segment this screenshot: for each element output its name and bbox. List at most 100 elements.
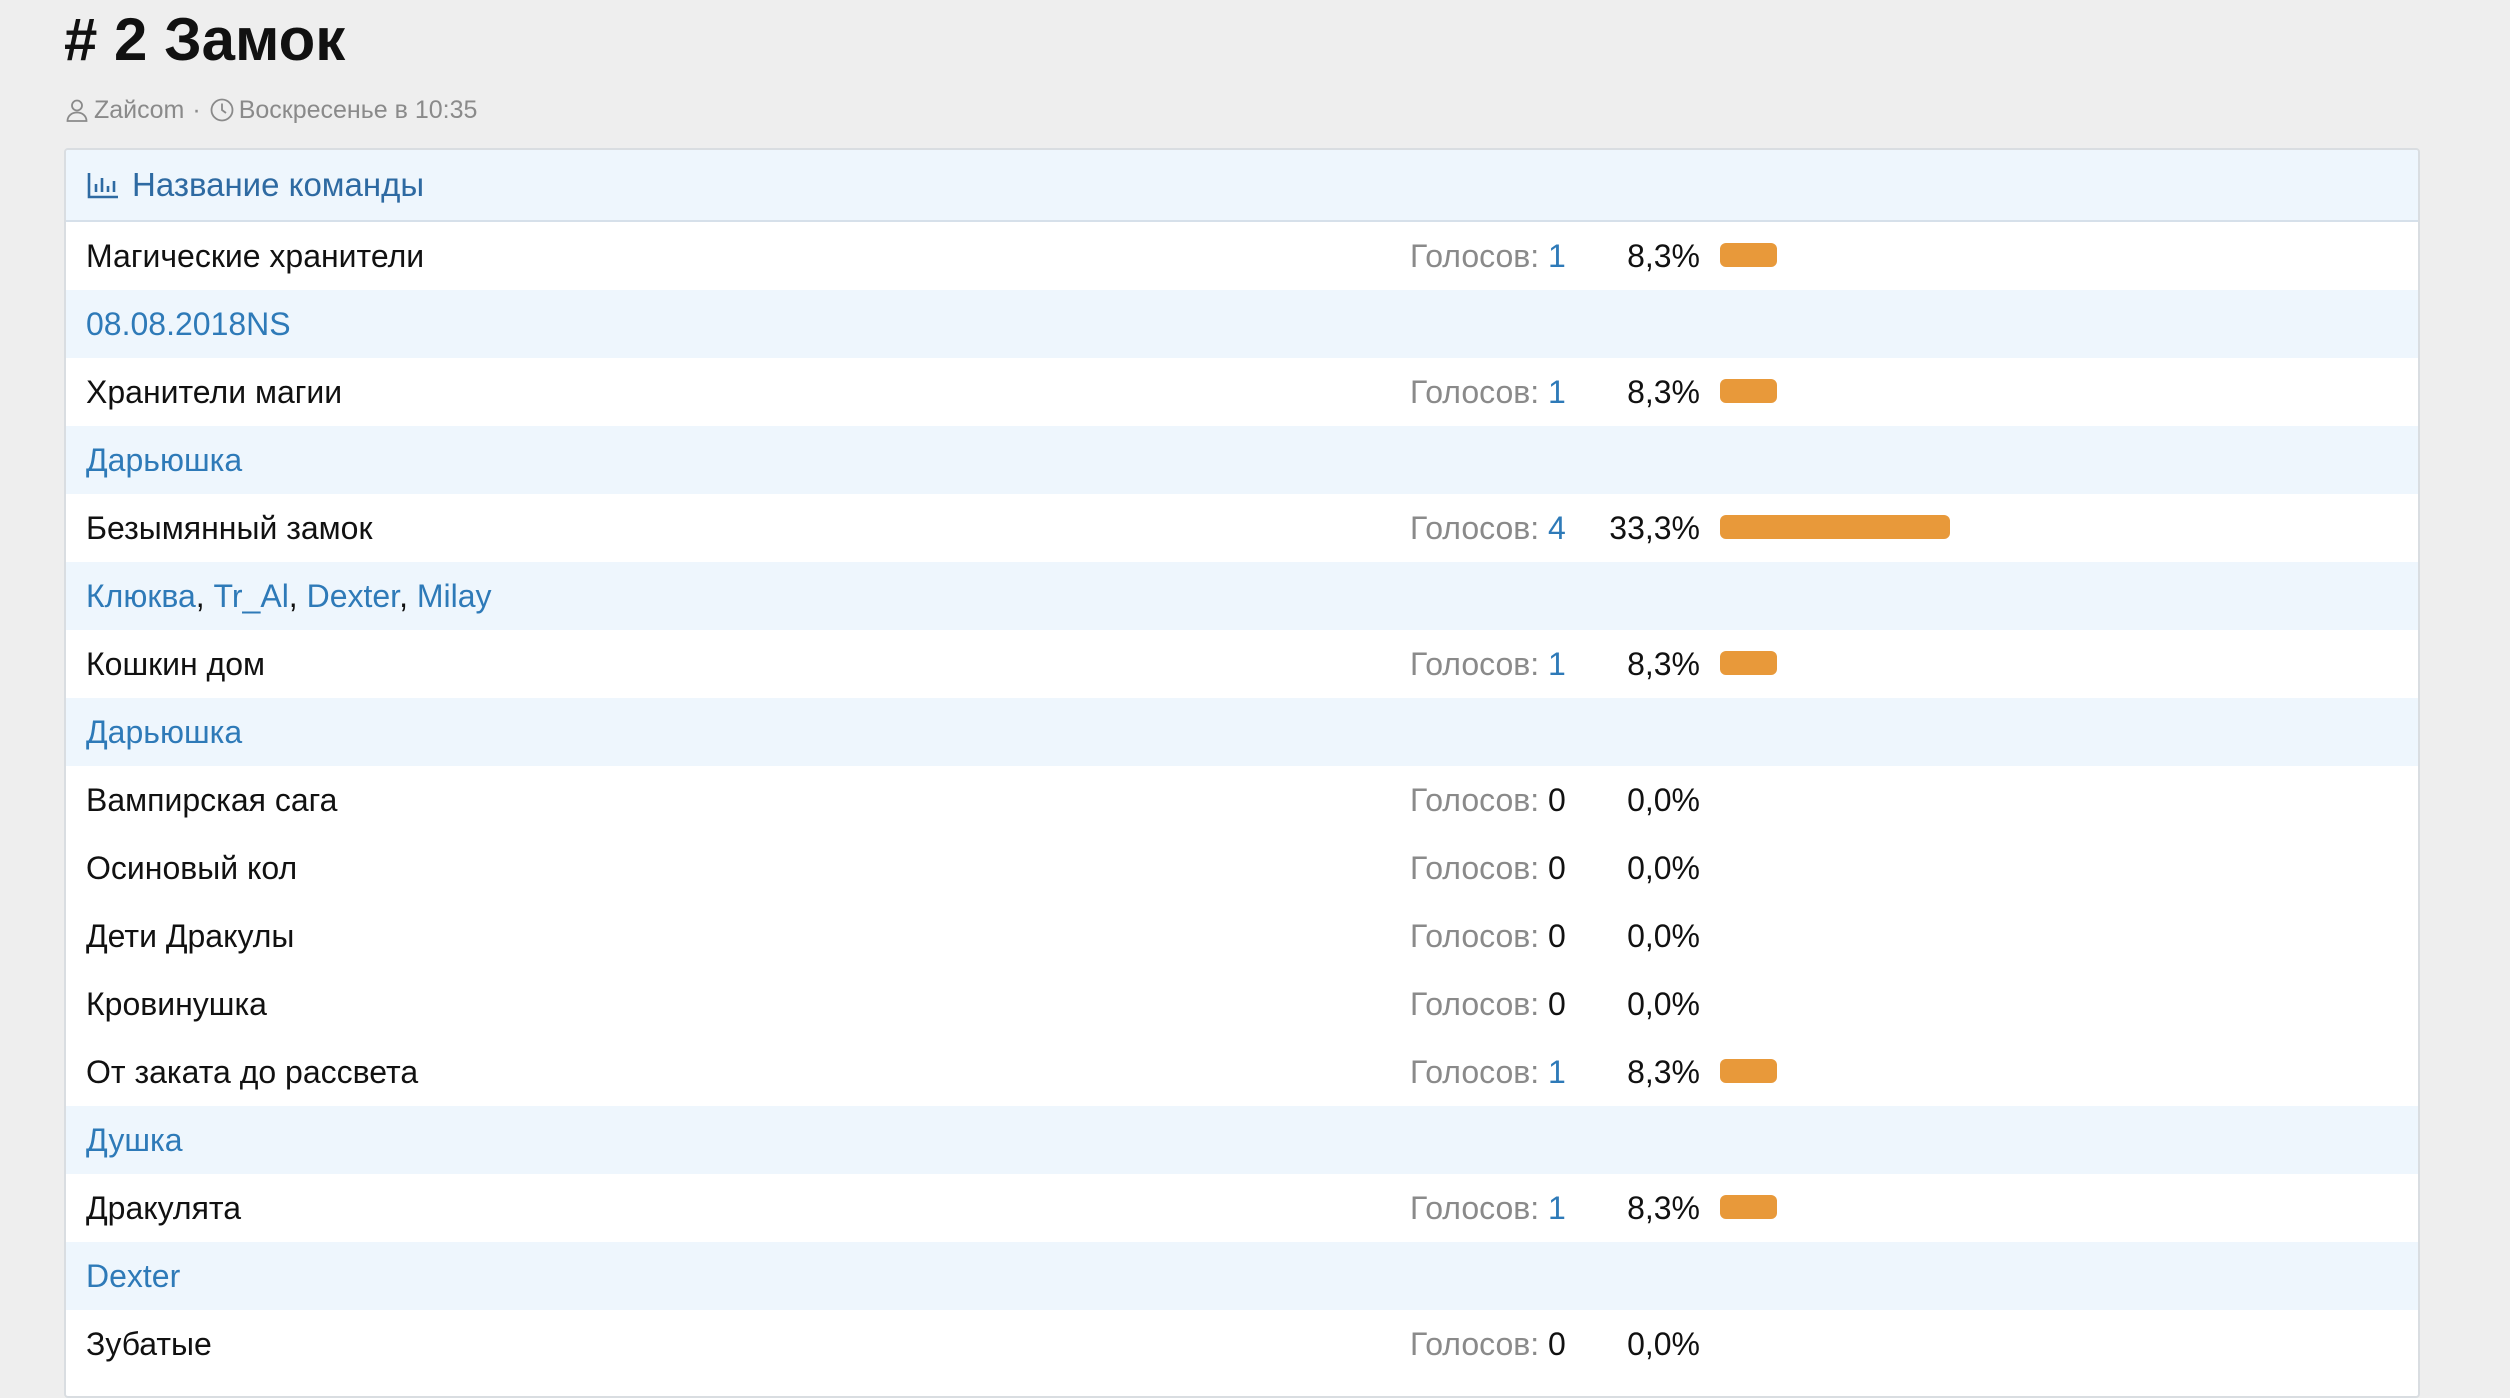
votes-label: Голосов: [1410,918,1549,954]
vote-number: 0 [1548,1326,1566,1362]
vote-count: Голосов: 1 [1410,358,1566,426]
poll-option-row: Кровинушка Голосов: 0 0,0% [66,970,2418,1038]
poll-results: Магические хранители Голосов: 1 8,3% 08.08.… [66,222,2418,1378]
voter-link[interactable]: Tr_Al [213,578,289,614]
voters-row: Клюква, Tr_Al, Dexter, Milay [66,562,2418,630]
vote-number[interactable]: 1 [1548,374,1566,410]
vote-bar [1720,651,1777,675]
poll-question: Название команды [132,166,425,203]
poll-option-row: Безымянный замок Голосов: 4 33,3% [66,494,2418,562]
vote-count: Голосов: 0 [1410,1310,1566,1378]
vote-count: Голосов: 4 [1410,494,1566,562]
option-label: Дети Дракулы [86,918,295,954]
vote-count: Голосов: 1 [1410,1038,1566,1106]
poll-option-row: Зубатые Голосов: 0 0,0% [66,1310,2418,1378]
meta-separator: · [192,96,201,124]
voter-list: Dexter [86,1242,180,1310]
votes-label: Голосов: [1410,1054,1549,1090]
vote-number: 0 [1548,782,1566,818]
voter-link[interactable]: Dexter [306,578,400,614]
votes-label: Голосов: [1410,986,1549,1022]
author-link[interactable]: Zaйcom [94,96,185,124]
vote-count: Голосов: 0 [1410,970,1566,1038]
poll-option-row: Осиновый кол Голосов: 0 0,0% [66,834,2418,902]
vote-count: Голосов: 1 [1410,630,1566,698]
option-label: Безымянный замок [86,510,373,546]
page-title: # 2 Замок [64,6,346,73]
vote-bar [1720,1195,1777,1219]
votes-label: Голосов: [1410,510,1549,546]
vote-count: Голосов: 1 [1410,1174,1566,1242]
vote-bar [1720,1059,1777,1083]
vote-count: Голосов: 1 [1410,222,1566,290]
vote-percent: 8,3% [1627,238,1700,274]
topic-meta: Zaйcom · Воскресенье в 10:35 [64,92,477,128]
option-label: Хранители магии [86,374,343,410]
voters-row: Дарьюшка [66,426,2418,494]
vote-count: Голосов: 0 [1410,766,1566,834]
vote-count: Голосов: 0 [1410,834,1566,902]
voters-row: 08.08.2018NS [66,290,2418,358]
option-label: Кошкин дом [86,646,266,682]
votes-label: Голосов: [1410,374,1549,410]
poll-page: # 2 Замок Zaйcom · Воскресенье в 10:35 [64,6,2420,1398]
vote-percent: 33,3% [1609,510,1700,546]
vote-percent: 0,0% [1627,918,1700,954]
voter-separator: , [195,578,214,614]
voter-list: Душка [86,1106,183,1174]
voter-link[interactable]: Клюква [86,578,196,614]
votes-label: Голосов: [1410,850,1549,886]
vote-number[interactable]: 1 [1548,238,1566,274]
vote-number[interactable]: 4 [1548,510,1566,546]
vote-number: 0 [1548,918,1566,954]
poll-option-row: Магические хранители Голосов: 1 8,3% [66,222,2418,290]
vote-bar [1720,515,1950,539]
vote-percent: 0,0% [1627,1326,1700,1362]
vote-number[interactable]: 1 [1548,646,1566,682]
votes-label: Голосов: [1410,238,1549,274]
option-label: Зубатые [86,1326,212,1362]
voter-link[interactable]: Душка [86,1122,183,1158]
voters-row: Душка [66,1106,2418,1174]
option-label: Осиновый кол [86,850,298,886]
voter-list: Клюква, Tr_Al, Dexter, Milay [86,562,492,630]
vote-percent: 8,3% [1627,374,1700,410]
voter-link[interactable]: Дарьюшка [86,442,243,478]
voter-list: Дарьюшка [86,698,242,766]
voter-link[interactable]: Dexter [86,1258,181,1294]
voters-row: Dexter [66,1242,2418,1310]
votes-label: Голосов: [1410,1190,1549,1226]
vote-bar [1720,379,1777,403]
vote-number: 0 [1548,850,1566,886]
poll-option-row: Хранители магии Голосов: 1 8,3% [66,358,2418,426]
vote-percent: 8,3% [1627,1054,1700,1090]
voter-list: Дарьюшка [86,426,242,494]
vote-number[interactable]: 1 [1548,1054,1566,1090]
option-label: Магические хранители [86,238,425,274]
voter-link[interactable]: Milay [416,578,492,614]
vote-number: 0 [1548,986,1566,1022]
voter-list: 08.08.2018NS [86,290,291,358]
option-label: От заката до рассвета [86,1054,419,1090]
poll-option-row: От заката до рассвета Голосов: 1 8,3% [66,1038,2418,1106]
vote-percent: 0,0% [1627,850,1700,886]
poll-panel: Название команды Магические хранители Гол… [64,148,2420,1398]
poll-option-row: Дети Дракулы Голосов: 0 0,0% [66,902,2418,970]
user-icon [64,97,90,123]
vote-percent: 0,0% [1627,782,1700,818]
poll-header: Название команды [66,150,2418,222]
option-label: Вампирская сага [86,782,338,818]
votes-label: Голосов: [1410,1326,1549,1362]
voter-link[interactable]: 08.08.2018NS [86,306,291,342]
vote-percent: 8,3% [1627,646,1700,682]
votes-label: Голосов: [1410,646,1549,682]
vote-number[interactable]: 1 [1548,1190,1566,1226]
voter-link[interactable]: Дарьюшка [86,714,243,750]
poll-option-row: Кошкин дом Голосов: 1 8,3% [66,630,2418,698]
voters-row: Дарьюшка [66,698,2418,766]
vote-bar [1720,243,1777,267]
option-label: Дракулята [86,1190,242,1226]
poll-option-row: Дракулята Голосов: 1 8,3% [66,1174,2418,1242]
vote-percent: 0,0% [1627,986,1700,1022]
poll-option-row: Вампирская сага Голосов: 0 0,0% [66,766,2418,834]
